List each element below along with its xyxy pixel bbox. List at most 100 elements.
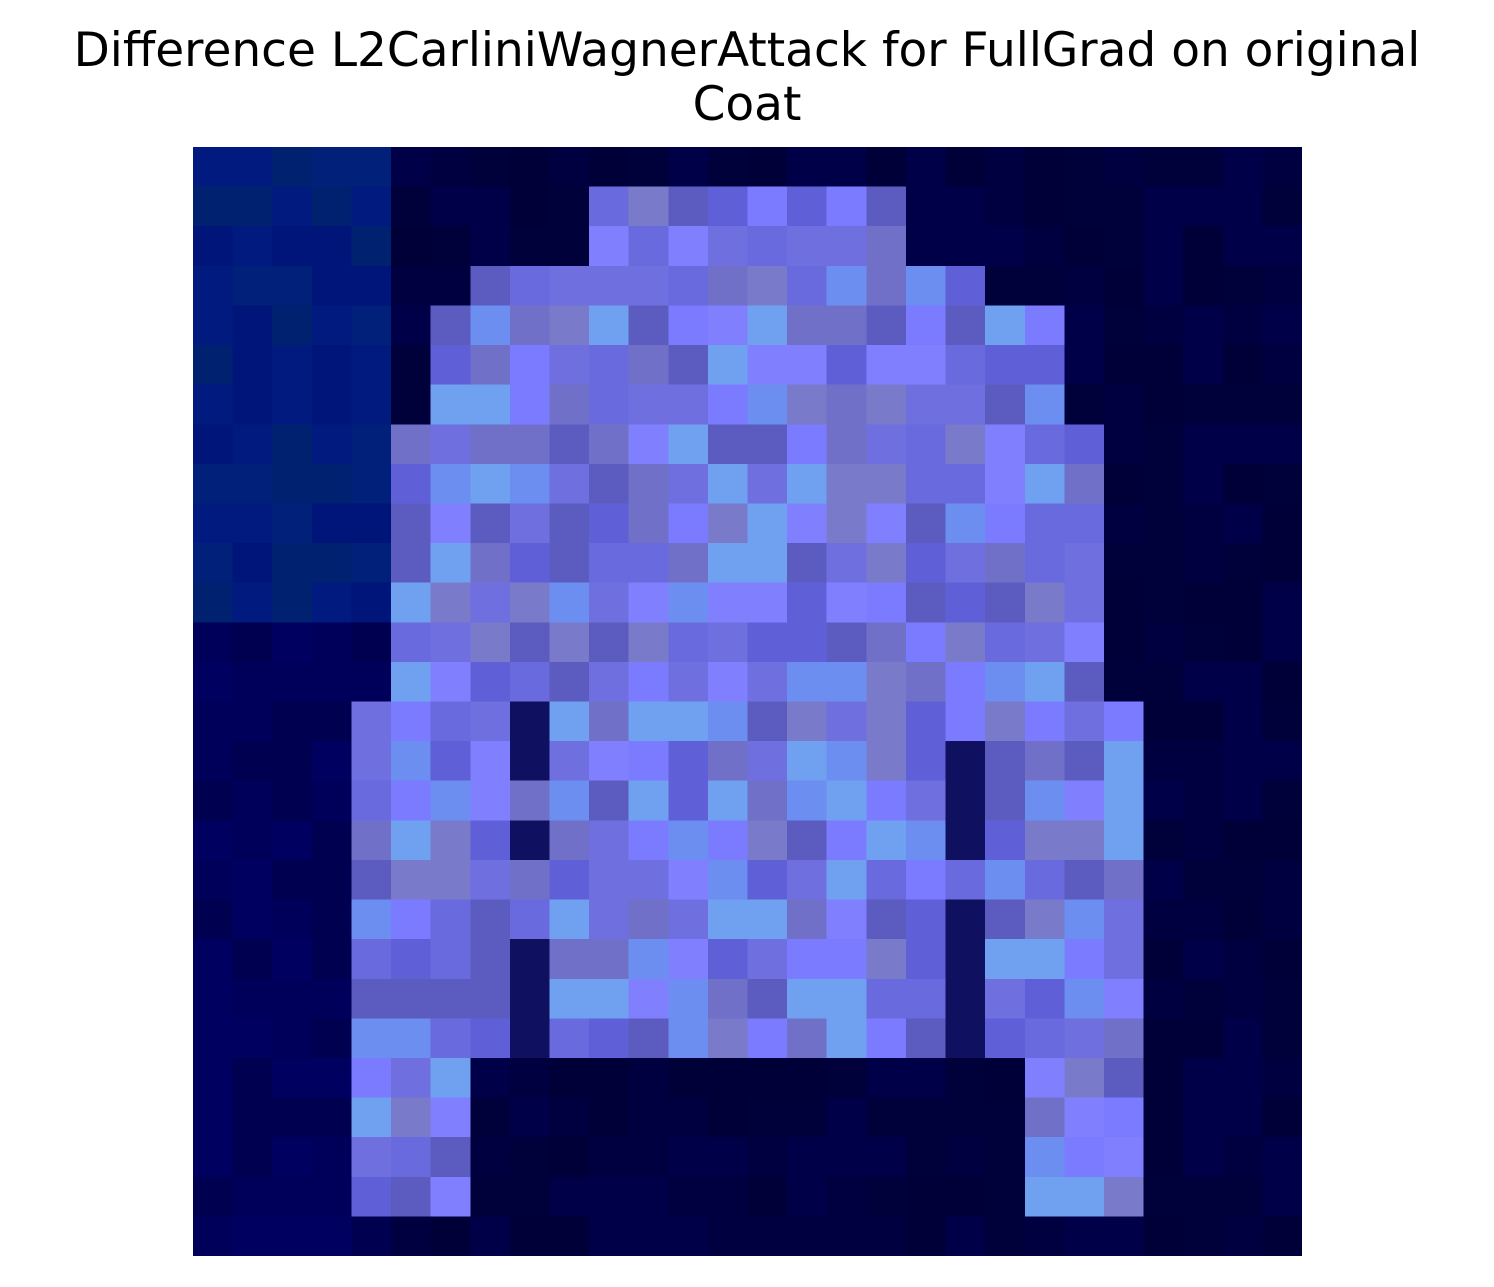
- heatmap-pixel: [470, 702, 510, 742]
- heatmap-pixel: [1262, 900, 1302, 940]
- heatmap-pixel: [272, 503, 312, 543]
- heatmap-pixel: [1064, 1216, 1104, 1256]
- heatmap-pixel: [1183, 741, 1223, 781]
- heatmap-pixel: [1223, 543, 1263, 583]
- heatmap-pixel: [1183, 622, 1223, 662]
- heatmap-pixel: [391, 1137, 431, 1177]
- heatmap-pixel: [985, 226, 1025, 266]
- heatmap-pixel: [906, 860, 946, 900]
- heatmap-pixel: [906, 345, 946, 385]
- title-line-1: Difference L2CarliniWagnerAttack for Ful…: [0, 24, 1494, 78]
- heatmap-pixel: [549, 860, 589, 900]
- heatmap-pixel: [391, 979, 431, 1019]
- heatmap-pixel: [1104, 187, 1144, 227]
- heatmap-pixel: [668, 345, 708, 385]
- heatmap-pixel: [629, 939, 669, 979]
- heatmap-pixel: [946, 543, 986, 583]
- heatmap-pixel: [589, 741, 629, 781]
- heatmap-pixel: [312, 1058, 352, 1098]
- heatmap-pixel: [233, 464, 273, 504]
- heatmap-pixel: [946, 345, 986, 385]
- heatmap-pixel: [906, 979, 946, 1019]
- heatmap-pixel: [629, 503, 669, 543]
- heatmap-pixel: [391, 1098, 431, 1138]
- heatmap-pixel: [351, 543, 391, 583]
- heatmap-pixel: [391, 464, 431, 504]
- heatmap-pixel: [549, 939, 589, 979]
- heatmap-pixel: [193, 622, 233, 662]
- heatmap-pixel: [470, 503, 510, 543]
- heatmap-pixel: [985, 939, 1025, 979]
- heatmap-pixel: [668, 900, 708, 940]
- heatmap-pixel: [906, 820, 946, 860]
- heatmap-pixel: [748, 385, 788, 425]
- heatmap-pixel: [629, 622, 669, 662]
- heatmap-pixel: [312, 662, 352, 702]
- heatmap-pixel: [470, 820, 510, 860]
- heatmap-pixel: [985, 503, 1025, 543]
- heatmap-pixel: [748, 543, 788, 583]
- heatmap-pixel: [906, 503, 946, 543]
- heatmap-pixel: [668, 543, 708, 583]
- heatmap-pixel: [510, 1216, 550, 1256]
- heatmap-pixel: [233, 1098, 273, 1138]
- heatmap-pixel: [351, 781, 391, 821]
- heatmap-pixel: [827, 1177, 867, 1217]
- heatmap-pixel: [748, 1018, 788, 1058]
- heatmap-pixel: [351, 424, 391, 464]
- heatmap-pixel: [549, 543, 589, 583]
- heatmap-pixel: [233, 147, 273, 187]
- heatmap-pixel: [312, 702, 352, 742]
- heatmap-pixel: [549, 979, 589, 1019]
- heatmap-pixel: [748, 1098, 788, 1138]
- heatmap-pixel: [589, 385, 629, 425]
- heatmap-pixel: [312, 820, 352, 860]
- heatmap-pixel: [1262, 1098, 1302, 1138]
- heatmap-pixel: [312, 781, 352, 821]
- heatmap-pixel: [431, 1058, 471, 1098]
- heatmap-pixel: [1104, 662, 1144, 702]
- heatmap-pixel: [629, 543, 669, 583]
- heatmap-pixel: [233, 226, 273, 266]
- heatmap-pixel: [233, 266, 273, 306]
- heatmap-pixel: [866, 266, 906, 306]
- heatmap-pixel: [708, 979, 748, 1019]
- heatmap-pixel: [1104, 345, 1144, 385]
- heatmap-pixel: [946, 1058, 986, 1098]
- heatmap-pixel: [233, 1177, 273, 1217]
- heatmap-pixel: [510, 900, 550, 940]
- heatmap-pixel: [748, 860, 788, 900]
- heatmap-pixel: [1144, 187, 1184, 227]
- heatmap-pixel: [470, 1098, 510, 1138]
- heatmap-pixel: [668, 187, 708, 227]
- heatmap-pixel: [866, 741, 906, 781]
- heatmap-pixel: [1223, 662, 1263, 702]
- heatmap-pixel: [193, 860, 233, 900]
- heatmap-pixel: [589, 860, 629, 900]
- heatmap-pixel: [351, 226, 391, 266]
- heatmap-pixel: [827, 305, 867, 345]
- heatmap-pixel: [1025, 1058, 1065, 1098]
- heatmap-pixel: [351, 1177, 391, 1217]
- heatmap-pixel: [1144, 1098, 1184, 1138]
- heatmap-pixel: [708, 345, 748, 385]
- heatmap-pixel: [1262, 1058, 1302, 1098]
- heatmap-pixel: [946, 741, 986, 781]
- heatmap-pixel: [748, 1137, 788, 1177]
- heatmap-pixel: [985, 662, 1025, 702]
- heatmap-pixel: [946, 464, 986, 504]
- heatmap-pixel: [510, 385, 550, 425]
- heatmap-pixel: [827, 345, 867, 385]
- heatmap-pixel: [1104, 820, 1144, 860]
- heatmap-pixel: [589, 1216, 629, 1256]
- heatmap-pixel: [1183, 1216, 1223, 1256]
- heatmap-pixel: [312, 583, 352, 623]
- heatmap-pixel: [312, 385, 352, 425]
- heatmap-pixel: [589, 662, 629, 702]
- heatmap-pixel: [272, 1018, 312, 1058]
- heatmap-pixel: [1104, 1018, 1144, 1058]
- heatmap-pixel: [1183, 979, 1223, 1019]
- heatmap-pixel: [946, 702, 986, 742]
- heatmap-pixel: [589, 622, 629, 662]
- heatmap-pixel: [549, 1058, 589, 1098]
